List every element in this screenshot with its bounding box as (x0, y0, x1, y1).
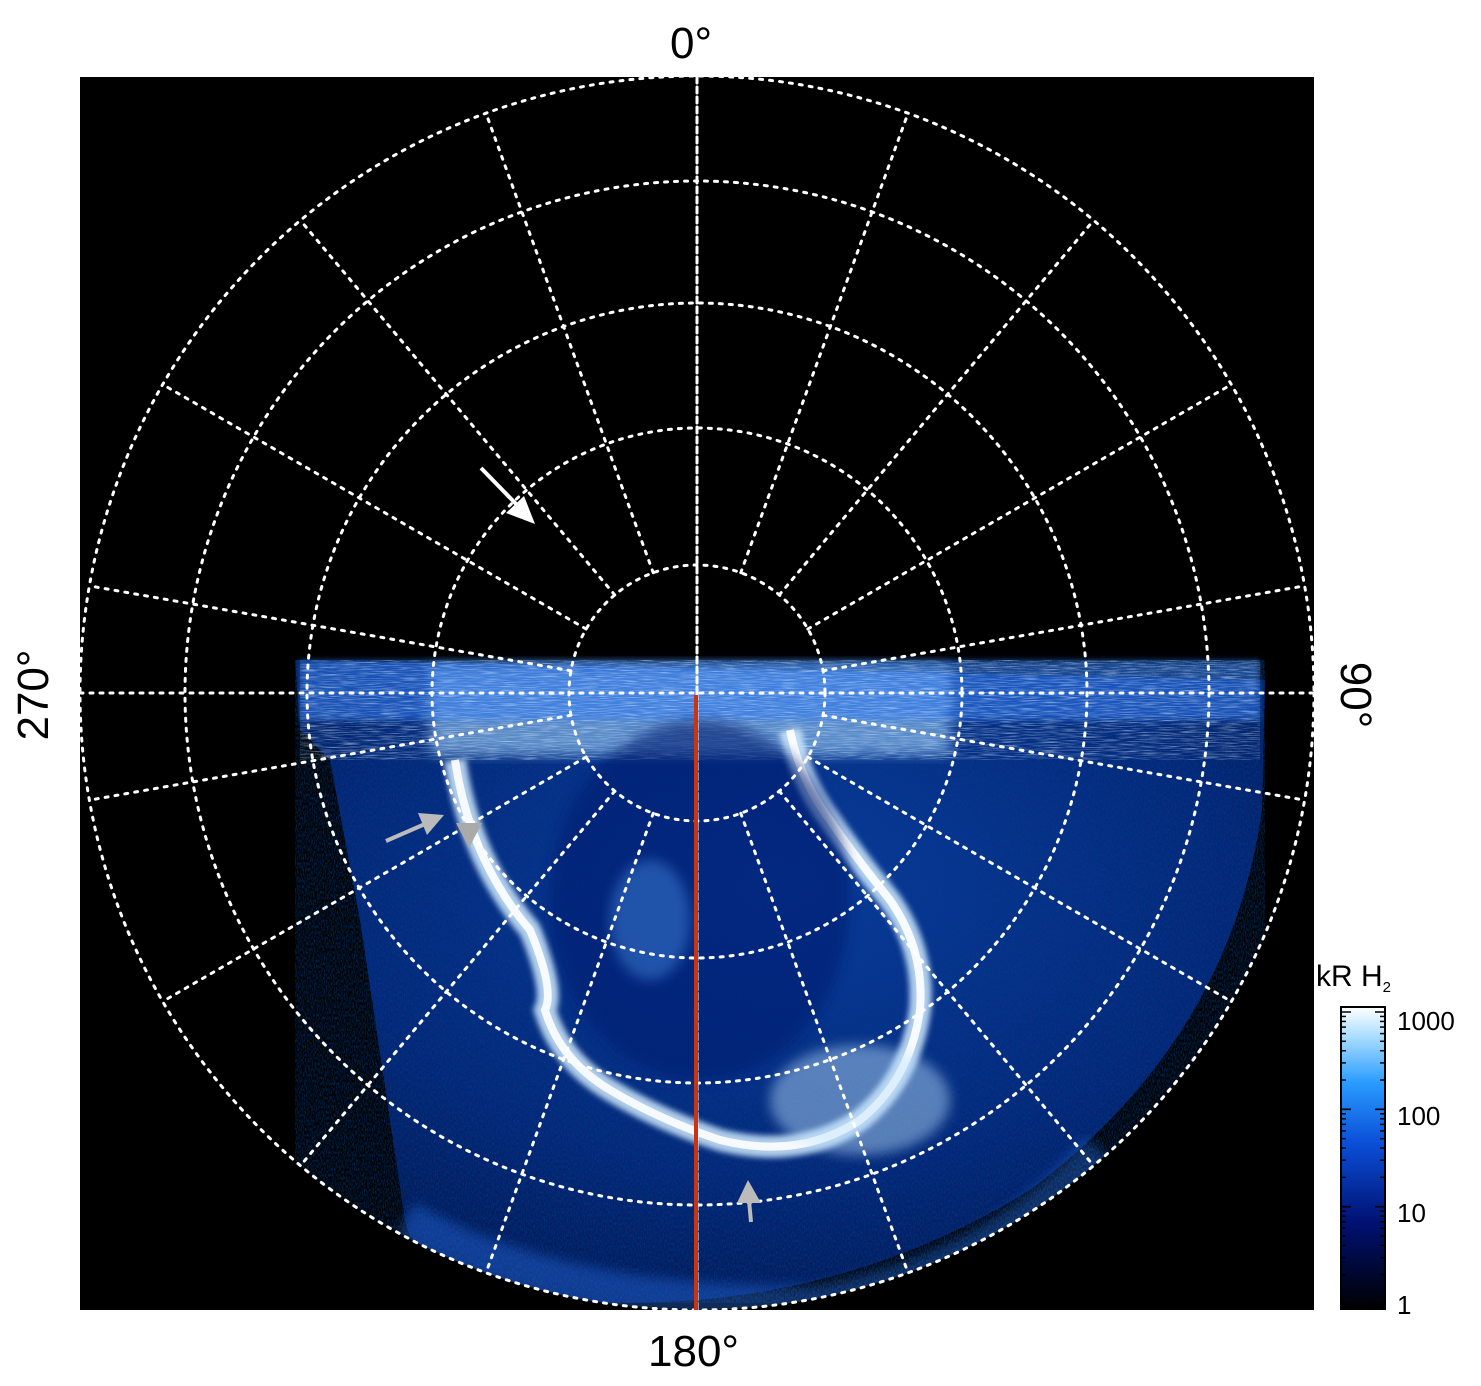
meridian-line (739, 811, 910, 1275)
meridian-line (806, 755, 1233, 1003)
colorbar-tick-label: 100 (1397, 1101, 1441, 1131)
auroral-oval-core (451, 729, 925, 1151)
label-90-deg: 90° (1331, 661, 1380, 729)
meridian-line (484, 111, 655, 575)
streak-texture (300, 660, 1260, 760)
arrow-gray-bottom (737, 1180, 761, 1223)
label-0-deg: 0° (670, 19, 713, 68)
arrow-white-upper (479, 466, 535, 524)
meridian-line (298, 789, 617, 1168)
colorbar-title-main: kR H (1316, 960, 1383, 993)
meridian-line (161, 383, 588, 631)
colorbar (1340, 1006, 1386, 1310)
meridian-line (298, 218, 617, 597)
colorbar-title: kR H2 (1316, 960, 1392, 996)
dusk-brightening (770, 1045, 950, 1155)
meridian-line (161, 755, 588, 1003)
colorbar-tick-label: 1 (1397, 1290, 1412, 1320)
polar-patch (610, 860, 690, 980)
meridian-line (821, 584, 1307, 673)
label-180-deg: 180° (648, 1327, 740, 1376)
colorbar-tick-label: 10 (1397, 1198, 1426, 1228)
label-270-deg: 270° (9, 649, 58, 741)
polar-cap-dark (550, 720, 850, 1080)
meridian-line (806, 383, 1233, 631)
meridian-line (87, 713, 573, 802)
triangle-gray-left (456, 823, 482, 848)
meridian-line (484, 811, 655, 1275)
meridian-line (739, 111, 910, 575)
meridian-line (87, 584, 573, 673)
meridian-line (777, 789, 1096, 1168)
meridian-line (777, 218, 1096, 597)
meridian-line (821, 713, 1307, 802)
colorbar-minor-ticks (1341, 1011, 1385, 1305)
colorbar-gradient (1340, 1006, 1386, 1310)
colorbar-title-subscript: 2 (1382, 979, 1392, 996)
arrow-gray-left (385, 813, 444, 843)
colorbar-tick-label: 1000 (1397, 1006, 1455, 1036)
